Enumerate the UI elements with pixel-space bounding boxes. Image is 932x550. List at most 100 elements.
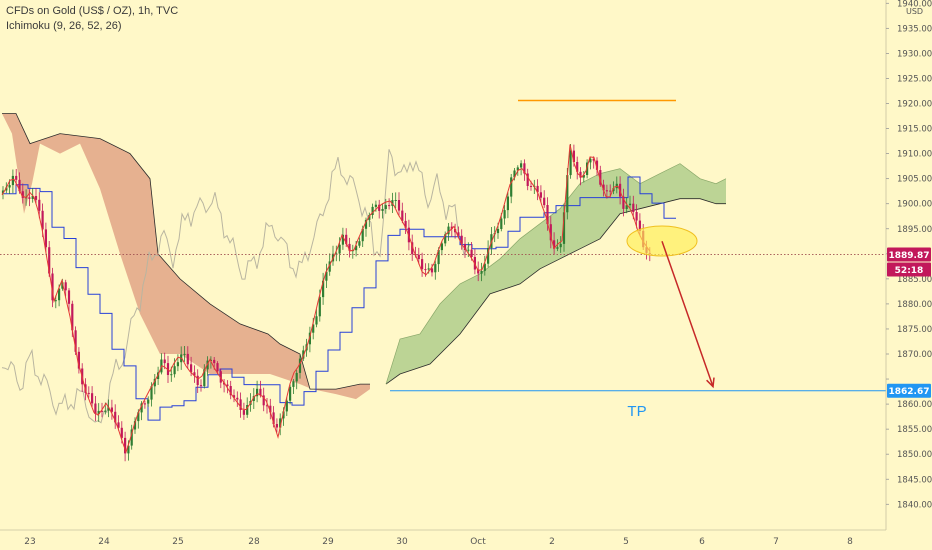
candle-body xyxy=(523,163,526,174)
y-tick-label: 1870.00 xyxy=(897,350,932,360)
candle-body xyxy=(21,191,24,198)
candle xyxy=(229,380,232,400)
candle-body xyxy=(176,362,179,367)
candle-body xyxy=(137,412,140,422)
target-price-badge: 1862.67 xyxy=(887,383,931,398)
candle xyxy=(569,144,572,179)
candle-body xyxy=(51,273,54,301)
candle xyxy=(520,160,523,176)
candle-body xyxy=(513,170,516,178)
candle-body xyxy=(318,297,321,317)
y-tick-label: 1875.00 xyxy=(897,325,932,335)
candle xyxy=(295,369,298,390)
candle xyxy=(34,188,38,205)
candle-body xyxy=(44,229,47,248)
bearish-cloud xyxy=(2,113,370,400)
candle-body xyxy=(259,388,262,396)
tp-label: TP xyxy=(627,403,646,420)
candle xyxy=(163,352,166,370)
candle-body xyxy=(64,282,67,291)
y-tick-label: 1850.00 xyxy=(897,450,932,460)
candle-body xyxy=(246,405,249,415)
candle-body xyxy=(173,366,176,375)
x-tick-label: 6 xyxy=(699,537,705,547)
candle-body xyxy=(110,407,113,412)
y-tick-label: 1900.00 xyxy=(897,200,932,210)
candle xyxy=(401,202,404,224)
candle xyxy=(94,396,97,422)
candle xyxy=(526,168,529,191)
y-tick-label: 1905.00 xyxy=(897,175,932,185)
y-tick-label: 1885.00 xyxy=(897,275,932,285)
candle xyxy=(133,417,137,434)
candle-body xyxy=(487,248,490,264)
candle xyxy=(417,247,420,265)
candle-body xyxy=(632,203,635,212)
candle xyxy=(553,232,556,255)
candle-body xyxy=(219,371,222,383)
candle-body xyxy=(140,403,143,413)
candle-body xyxy=(124,437,127,454)
candle xyxy=(269,398,272,420)
candle-body xyxy=(94,403,97,414)
candle xyxy=(454,223,457,239)
candle-body xyxy=(450,226,453,229)
candle-body xyxy=(437,250,440,265)
x-tick-label: 8 xyxy=(847,537,853,547)
countdown-badge-bg xyxy=(887,262,931,277)
candle-body xyxy=(536,185,539,193)
candle xyxy=(595,157,599,176)
y-tick-label: 1895.00 xyxy=(897,225,932,235)
candle xyxy=(64,279,67,297)
arrow-head xyxy=(706,377,715,389)
candle xyxy=(275,418,278,433)
candle xyxy=(298,354,302,379)
candle-body xyxy=(71,303,74,331)
candle-body xyxy=(315,316,318,325)
candle xyxy=(599,165,602,187)
candle-body xyxy=(166,363,170,375)
y-tick-label: 1935.00 xyxy=(897,24,932,34)
candle xyxy=(147,396,150,407)
candle xyxy=(143,400,146,409)
x-tick-label: 23 xyxy=(24,537,35,547)
candle-body xyxy=(417,254,420,260)
leading-span-a-line xyxy=(385,163,727,385)
candle xyxy=(388,198,391,210)
candle-body xyxy=(1,190,5,194)
candle-body xyxy=(470,249,473,257)
candle xyxy=(265,398,269,414)
candle xyxy=(97,403,100,422)
candle xyxy=(67,288,71,312)
candle xyxy=(582,171,585,183)
indicator-label: Ichimoku (9, 26, 52, 26) xyxy=(6,20,122,32)
candle-body xyxy=(341,234,344,245)
candle-body xyxy=(368,215,371,220)
candle-body xyxy=(226,384,229,386)
candle-body xyxy=(609,190,612,192)
candle-body xyxy=(242,410,245,415)
y-tick-label: 1845.00 xyxy=(897,475,932,485)
candle-body xyxy=(117,422,120,428)
candle-body xyxy=(77,351,80,369)
y-tick-label: 1880.00 xyxy=(897,300,932,310)
candle-body xyxy=(104,410,107,412)
candle xyxy=(625,197,628,214)
candle-body xyxy=(384,205,387,209)
candle xyxy=(256,380,259,403)
candle-body xyxy=(289,386,292,401)
candle xyxy=(440,241,443,256)
candle-body xyxy=(411,242,414,255)
candle-body xyxy=(130,429,133,446)
ichimoku-cloud xyxy=(2,113,727,400)
candle xyxy=(477,261,480,282)
candle xyxy=(539,185,542,203)
candle-body xyxy=(463,243,467,250)
candle xyxy=(110,399,113,420)
candle-body xyxy=(193,372,196,376)
candle-body xyxy=(605,190,608,192)
candle-body xyxy=(381,209,384,211)
leading-span-b-line xyxy=(385,198,726,385)
